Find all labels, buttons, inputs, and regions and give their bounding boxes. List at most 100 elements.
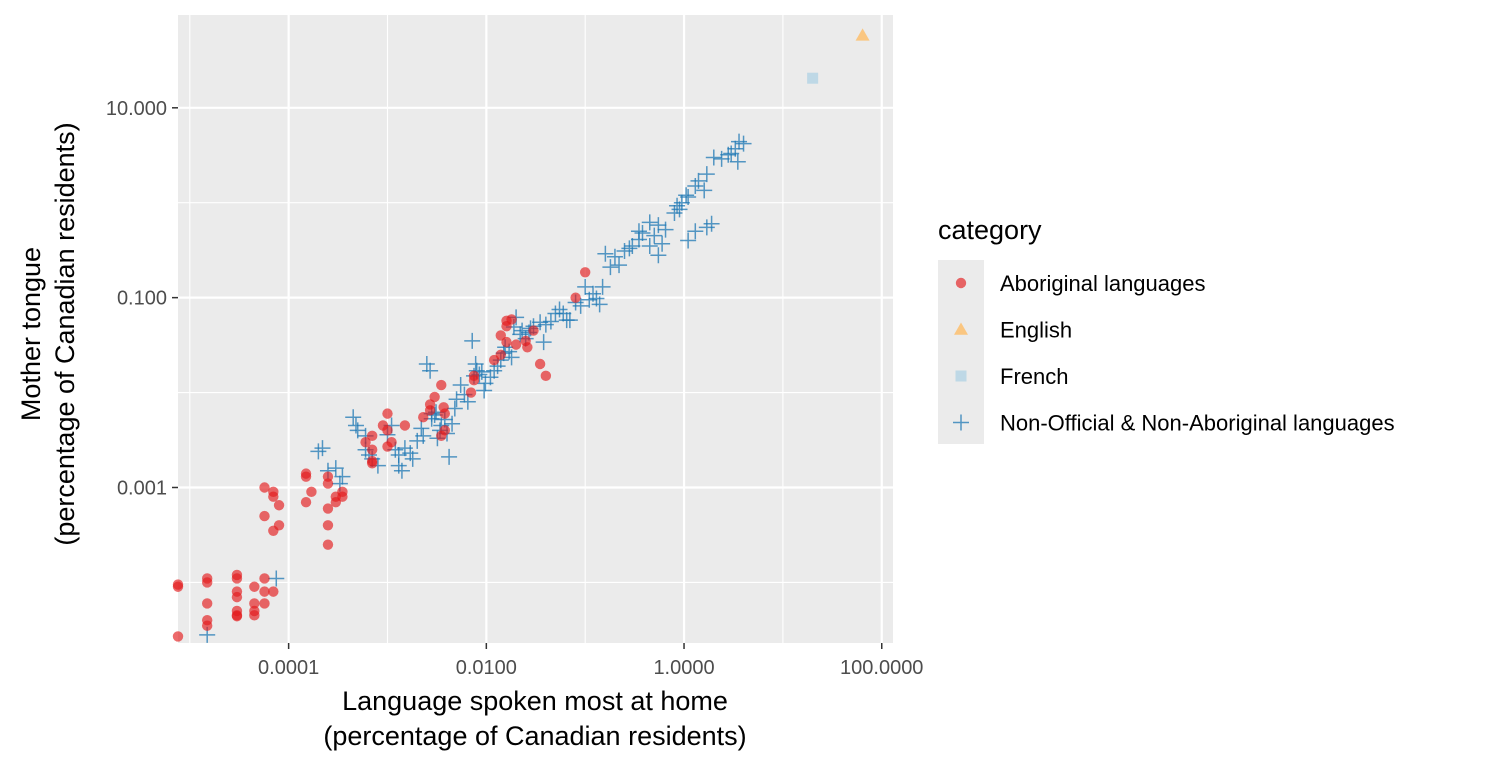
data-point <box>630 223 647 240</box>
data-point <box>705 149 722 166</box>
data-point <box>259 482 270 493</box>
data-point <box>337 486 348 498</box>
data-point <box>534 358 546 370</box>
data-point <box>542 313 559 330</box>
legend-key-plus <box>953 414 969 431</box>
data-point <box>855 28 870 41</box>
legend-key-background <box>938 260 984 444</box>
data-point <box>429 391 440 403</box>
data-point <box>439 408 450 419</box>
series-french <box>807 72 819 84</box>
data-point <box>314 440 331 457</box>
series-aboriginal-languages <box>172 267 591 642</box>
x-axis-title-line2: (percentage of Canadian residents) <box>323 721 746 751</box>
data-point <box>657 221 674 238</box>
data-point <box>703 215 720 232</box>
legend-title: category <box>938 215 1042 245</box>
data-point <box>268 491 279 502</box>
data-point <box>300 496 312 508</box>
data-point <box>231 591 243 603</box>
data-point <box>510 339 522 350</box>
legend-label: Non-Official & Non-Aboriginal languages <box>1000 411 1395 436</box>
minor-gridlines <box>178 15 893 643</box>
data-point <box>201 620 213 631</box>
data-point <box>446 400 463 417</box>
data-point <box>310 443 327 460</box>
data-point <box>399 420 411 431</box>
data-point <box>386 437 397 448</box>
y-tick-label: 10.000 <box>106 98 167 120</box>
data-point <box>322 478 334 489</box>
data-point <box>382 408 393 419</box>
x-tick-label: 100.0000 <box>840 657 923 679</box>
data-point <box>366 430 378 442</box>
data-point <box>452 377 469 394</box>
data-point <box>650 217 667 234</box>
data-point <box>690 172 707 189</box>
data-point <box>259 598 270 609</box>
data-point <box>807 72 819 84</box>
data-point <box>735 135 752 152</box>
data-points <box>172 28 870 643</box>
data-point <box>172 579 184 590</box>
data-point <box>577 278 594 295</box>
data-point <box>514 322 531 339</box>
legend-label: English <box>1000 318 1072 343</box>
data-point <box>570 292 581 303</box>
data-point <box>366 444 378 455</box>
data-point <box>591 296 608 313</box>
data-point <box>334 468 351 485</box>
data-point <box>680 232 697 249</box>
data-point <box>268 570 285 587</box>
data-point <box>436 379 447 391</box>
data-point <box>422 362 439 379</box>
data-point <box>561 312 578 329</box>
data-point <box>404 450 421 467</box>
data-point <box>273 520 285 531</box>
data-point <box>713 150 730 167</box>
y-axis-title-line1: Mother tongue <box>16 247 46 421</box>
series-english <box>855 28 870 41</box>
data-point <box>415 427 432 444</box>
data-point <box>259 573 270 584</box>
data-point <box>641 214 658 231</box>
data-point <box>602 259 619 276</box>
y-tick-label: 0.100 <box>117 288 167 310</box>
data-point <box>528 325 539 336</box>
data-point <box>540 370 552 382</box>
data-point <box>522 342 533 353</box>
data-point <box>680 188 697 205</box>
data-point <box>678 187 695 204</box>
data-point <box>671 201 688 218</box>
data-point <box>467 355 484 372</box>
data-point <box>393 462 410 479</box>
data-point <box>249 598 260 609</box>
data-point <box>641 238 658 255</box>
data-point <box>468 374 480 386</box>
data-point <box>606 248 623 265</box>
data-point <box>273 500 285 511</box>
data-point <box>345 409 362 426</box>
data-point <box>249 581 260 592</box>
data-point <box>441 448 458 465</box>
data-point <box>698 166 715 183</box>
data-point <box>501 336 512 348</box>
data-point <box>360 437 371 448</box>
data-point <box>259 510 270 522</box>
data-point <box>597 245 614 262</box>
data-point <box>231 573 243 584</box>
data-point <box>555 305 572 322</box>
data-point <box>322 539 334 550</box>
data-point <box>650 247 667 264</box>
data-point <box>727 140 744 157</box>
data-point <box>327 460 344 477</box>
data-point <box>729 153 746 170</box>
data-point <box>503 349 520 366</box>
data-point <box>646 227 663 244</box>
data-point <box>300 471 312 482</box>
data-point <box>696 182 713 199</box>
data-point <box>249 610 260 621</box>
data-point <box>687 223 704 240</box>
data-point <box>424 399 436 410</box>
